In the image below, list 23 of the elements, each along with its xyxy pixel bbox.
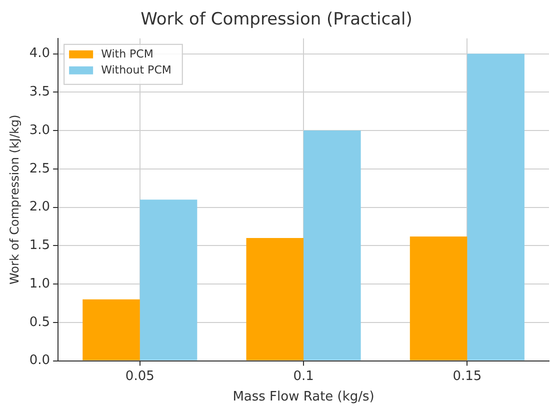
chart-title: Work of Compression (Practical) — [140, 10, 412, 30]
y-tick-label: 3.5 — [29, 84, 50, 100]
y-tick-label: 0.5 — [29, 314, 50, 330]
y-tick-label: 2.5 — [29, 161, 50, 176]
bar — [82, 299, 140, 360]
legend-label: Without PCM — [101, 63, 172, 76]
bar — [304, 130, 361, 360]
x-axis-title: Mass Flow Rate (kg/s) — [232, 390, 374, 405]
y-tick-label: 1.5 — [29, 238, 50, 254]
x-tick-label: 0.1 — [293, 368, 314, 384]
bar — [467, 54, 524, 360]
y-tick-label: 3.0 — [29, 122, 50, 138]
y-tick-label: 0.0 — [29, 353, 50, 368]
y-tick-label: 2.0 — [29, 200, 50, 215]
bar — [140, 200, 198, 360]
x-tick-label: 0.15 — [452, 368, 482, 384]
legend-label: With PCM — [101, 47, 154, 60]
y-axis-title: Work of Compression (kJ/kg) — [7, 114, 22, 284]
y-tick-label: 4.0 — [29, 46, 50, 62]
bar — [410, 236, 468, 360]
y-tick-label: 1.0 — [29, 276, 50, 292]
bar — [246, 238, 304, 360]
x-tick-label: 0.05 — [125, 368, 154, 384]
